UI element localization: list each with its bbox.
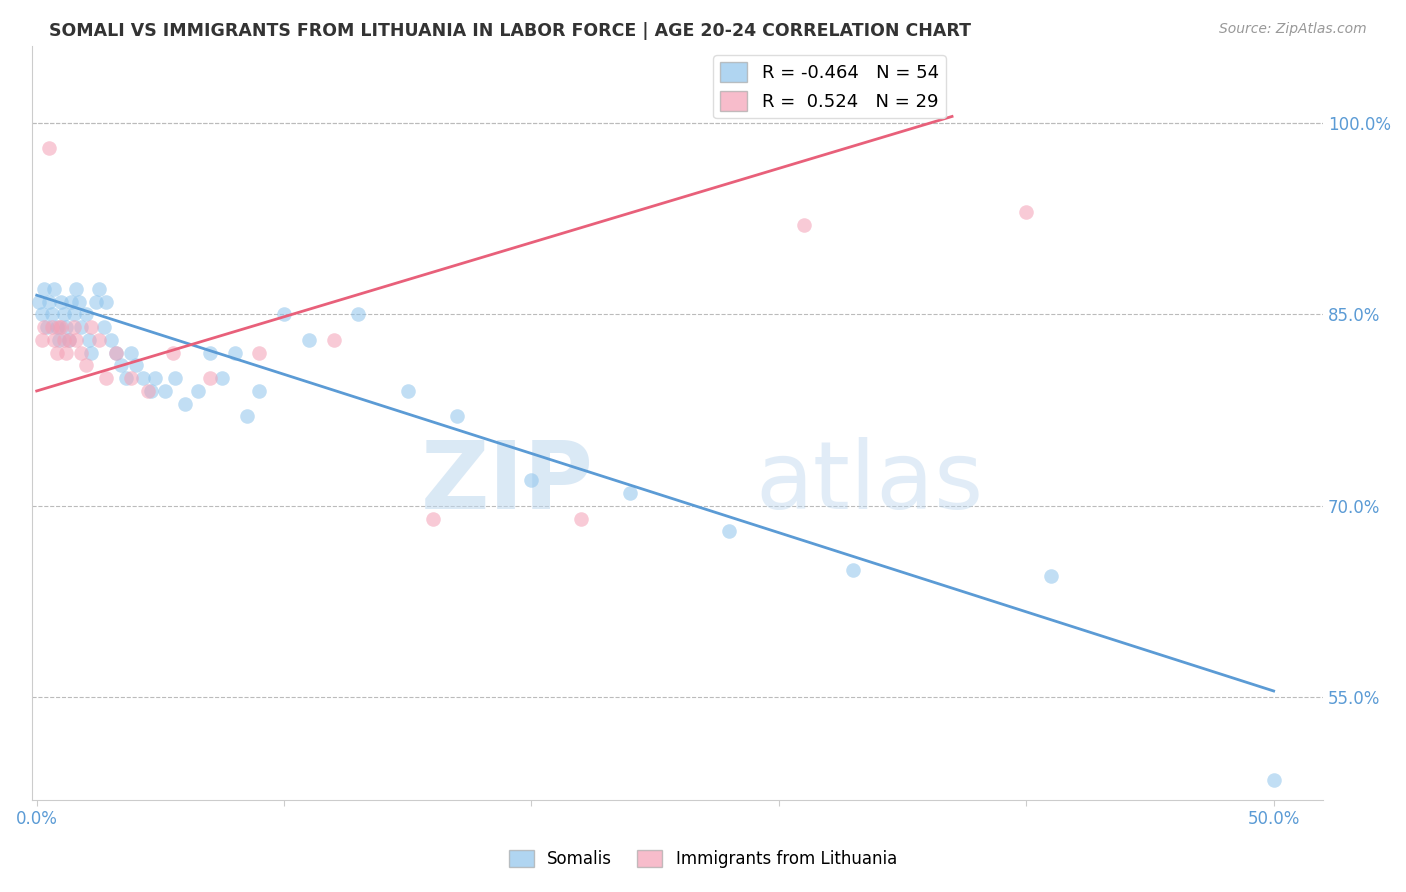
Point bbox=[104, 345, 127, 359]
Point bbox=[186, 384, 208, 398]
Point bbox=[48, 333, 70, 347]
Point bbox=[63, 307, 86, 321]
Point bbox=[51, 320, 73, 334]
Point bbox=[35, 320, 58, 334]
Point bbox=[155, 384, 177, 398]
Point bbox=[51, 294, 73, 309]
Point bbox=[75, 307, 97, 321]
Point bbox=[1263, 773, 1285, 788]
Point bbox=[42, 333, 65, 347]
Point bbox=[45, 320, 67, 334]
Text: Source: ZipAtlas.com: Source: ZipAtlas.com bbox=[1219, 22, 1367, 37]
Point bbox=[132, 371, 155, 385]
Point bbox=[65, 333, 87, 347]
Point bbox=[793, 218, 815, 232]
Point bbox=[100, 333, 122, 347]
Point bbox=[58, 333, 80, 347]
Point bbox=[63, 320, 86, 334]
Point bbox=[162, 345, 184, 359]
Point bbox=[94, 294, 117, 309]
Point bbox=[124, 359, 146, 373]
Text: SOMALI VS IMMIGRANTS FROM LITHUANIA IN LABOR FORCE | AGE 20-24 CORRELATION CHART: SOMALI VS IMMIGRANTS FROM LITHUANIA IN L… bbox=[49, 22, 972, 40]
Point bbox=[31, 307, 53, 321]
Point bbox=[198, 371, 221, 385]
Point bbox=[28, 294, 51, 309]
Point bbox=[1015, 205, 1038, 219]
Point bbox=[38, 141, 60, 155]
Point bbox=[619, 486, 641, 500]
Point bbox=[87, 333, 110, 347]
Point bbox=[65, 282, 87, 296]
Point bbox=[145, 371, 167, 385]
Point bbox=[114, 371, 136, 385]
Point bbox=[322, 333, 344, 347]
Legend: Somalis, Immigrants from Lithuania: Somalis, Immigrants from Lithuania bbox=[502, 843, 904, 875]
Point bbox=[80, 320, 103, 334]
Point bbox=[94, 371, 117, 385]
Legend: R = -0.464   N = 54, R =  0.524   N = 29: R = -0.464 N = 54, R = 0.524 N = 29 bbox=[713, 55, 946, 119]
Point bbox=[77, 333, 100, 347]
Point bbox=[41, 320, 63, 334]
Point bbox=[45, 345, 67, 359]
Point bbox=[75, 359, 97, 373]
Point bbox=[120, 345, 142, 359]
Point bbox=[32, 282, 55, 296]
Point bbox=[70, 320, 93, 334]
Point bbox=[55, 320, 77, 334]
Point bbox=[48, 320, 70, 334]
Point bbox=[80, 345, 103, 359]
Point bbox=[52, 333, 75, 347]
Text: ZIP: ZIP bbox=[420, 437, 593, 529]
Point bbox=[139, 384, 162, 398]
Point bbox=[32, 320, 55, 334]
Point bbox=[84, 294, 107, 309]
Point bbox=[224, 345, 246, 359]
Point bbox=[70, 345, 93, 359]
Point bbox=[31, 333, 53, 347]
Point bbox=[347, 307, 370, 321]
Point bbox=[247, 384, 270, 398]
Point bbox=[569, 511, 592, 525]
Point bbox=[110, 359, 132, 373]
Point bbox=[58, 333, 80, 347]
Point bbox=[198, 345, 221, 359]
Point bbox=[120, 371, 142, 385]
Point bbox=[211, 371, 233, 385]
Point bbox=[165, 371, 187, 385]
Point bbox=[55, 345, 77, 359]
Point bbox=[446, 409, 468, 424]
Point bbox=[298, 333, 321, 347]
Point bbox=[174, 397, 197, 411]
Point bbox=[87, 282, 110, 296]
Point bbox=[247, 345, 270, 359]
Point bbox=[93, 320, 115, 334]
Point bbox=[60, 294, 83, 309]
Point bbox=[842, 563, 865, 577]
Point bbox=[41, 307, 63, 321]
Point bbox=[520, 473, 543, 487]
Point bbox=[38, 294, 60, 309]
Text: atlas: atlas bbox=[755, 437, 983, 529]
Point bbox=[273, 307, 295, 321]
Point bbox=[136, 384, 159, 398]
Point bbox=[396, 384, 419, 398]
Point bbox=[52, 307, 75, 321]
Point bbox=[1040, 569, 1063, 583]
Point bbox=[718, 524, 741, 539]
Point bbox=[422, 511, 444, 525]
Point bbox=[67, 294, 90, 309]
Point bbox=[236, 409, 259, 424]
Point bbox=[42, 282, 65, 296]
Point bbox=[104, 345, 127, 359]
